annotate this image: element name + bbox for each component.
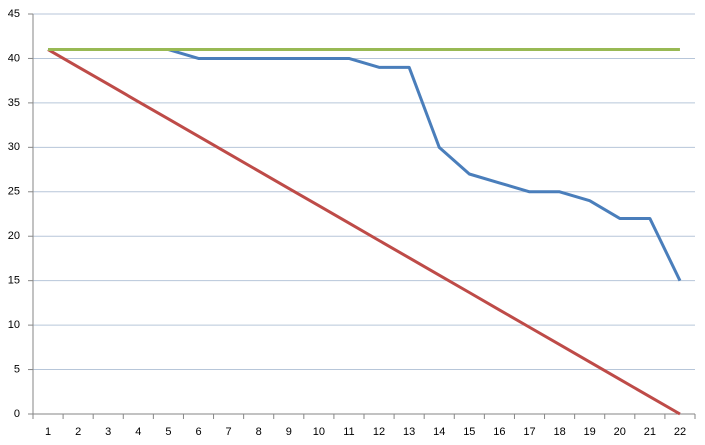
series-line [47, 48, 681, 416]
y-tick-label: 30 [8, 141, 20, 153]
x-tick-label: 15 [463, 426, 475, 438]
x-tick-label: 20 [614, 426, 626, 438]
x-tick-label: 3 [105, 426, 111, 438]
x-tick-label: 11 [343, 426, 354, 438]
y-tick-label: 40 [8, 52, 20, 64]
y-tick-label: 25 [8, 186, 20, 198]
y-tick-label: 35 [8, 97, 20, 109]
x-tick-label: 14 [433, 426, 445, 438]
x-tick-label: 5 [165, 426, 171, 438]
x-tick-label: 6 [195, 426, 201, 438]
y-tick-label: 20 [8, 230, 20, 242]
y-tick-label: 5 [14, 363, 20, 375]
x-tick-label: 12 [373, 426, 385, 438]
y-tick-label: 15 [8, 275, 20, 287]
x-tick-label: 7 [226, 426, 232, 438]
x-tick-label: 10 [313, 426, 325, 438]
series-line [48, 48, 682, 282]
y-tick-label: 0 [14, 408, 20, 420]
x-tick-label: 4 [135, 426, 141, 438]
x-tick-label: 22 [674, 426, 686, 438]
x-tick-label: 13 [403, 426, 415, 438]
x-tick-label: 19 [584, 426, 596, 438]
x-tick-label: 17 [523, 426, 535, 438]
x-tick-label: 8 [256, 426, 262, 438]
x-tick-label: 1 [45, 426, 51, 438]
x-tick-label: 18 [553, 426, 565, 438]
x-tick-label: 16 [493, 426, 505, 438]
x-tick-label: 9 [286, 426, 292, 438]
x-tick-label: 2 [75, 426, 81, 438]
x-tick-label: 21 [644, 426, 656, 438]
y-tick-label: 45 [8, 8, 20, 20]
y-tick-label: 10 [8, 319, 20, 331]
